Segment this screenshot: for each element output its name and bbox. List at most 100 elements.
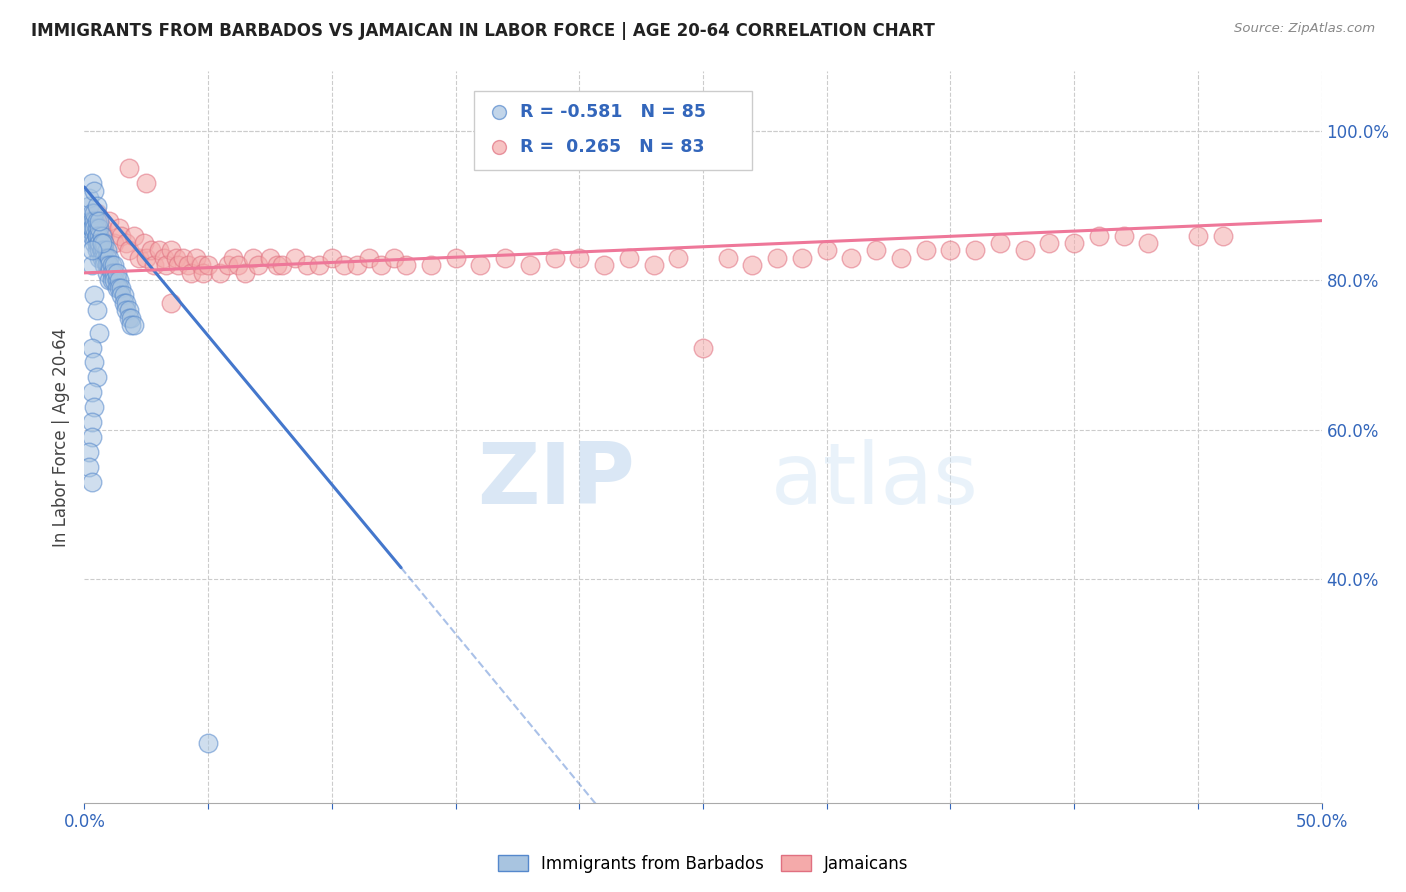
Y-axis label: In Labor Force | Age 20-64: In Labor Force | Age 20-64 [52,327,70,547]
Point [118,303,141,318]
Point [80,206,103,220]
Point [79,191,101,205]
Point [93,259,115,273]
Point [105,266,128,280]
Point [226,259,249,273]
Point [80,213,103,227]
Point [105,281,128,295]
Point [83,228,105,243]
Point [419,259,441,273]
Point [197,736,219,750]
Legend: Immigrants from Barbados, Jamaicans: Immigrants from Barbados, Jamaicans [491,848,915,880]
Point [120,318,142,332]
Point [86,228,108,243]
Point [89,221,111,235]
Point [666,251,689,265]
Point [165,251,187,265]
Point [1187,228,1209,243]
Point [321,251,343,265]
Point [86,244,108,258]
Point [86,235,108,250]
Point [190,259,212,273]
Point [939,244,962,258]
Text: Source: ZipAtlas.com: Source: ZipAtlas.com [1234,22,1375,36]
Point [103,273,125,287]
Text: R = -0.581   N = 85: R = -0.581 N = 85 [520,103,706,120]
Point [90,228,112,243]
Point [98,259,121,273]
Point [180,266,202,280]
Point [118,161,141,176]
Point [357,251,380,265]
Text: atlas: atlas [770,440,979,523]
Point [841,251,863,265]
Point [86,370,108,384]
Point [177,259,200,273]
Point [86,303,108,318]
Point [643,259,665,273]
Point [155,259,177,273]
Point [284,251,307,265]
Point [98,213,121,227]
Point [79,459,101,474]
Point [118,244,141,258]
Point [83,206,105,220]
Point [865,244,887,258]
Text: R =  0.265   N = 83: R = 0.265 N = 83 [520,138,704,156]
Point [105,273,128,287]
Point [86,221,108,235]
Point [89,251,111,265]
Point [890,251,912,265]
Point [370,259,392,273]
Point [90,235,112,250]
Text: ZIP: ZIP [477,440,636,523]
Point [692,341,714,355]
Point [83,355,105,369]
Point [98,251,121,265]
Point [80,221,103,235]
Point [132,235,155,250]
Point [83,184,105,198]
Point [112,295,135,310]
Point [93,235,115,250]
Point [96,259,118,273]
Point [914,244,936,258]
Point [103,235,125,250]
Point [160,244,183,258]
Point [717,251,740,265]
Point [333,259,356,273]
Point [110,228,132,243]
Point [233,266,256,280]
Point [112,288,135,302]
Point [79,213,101,227]
Point [89,235,111,250]
Point [96,251,118,265]
Point [395,259,418,273]
Point [1088,228,1111,243]
Point [80,341,103,355]
Point [470,259,492,273]
Point [346,259,368,273]
Point [1137,235,1160,250]
Point [197,259,219,273]
Point [89,244,111,258]
Point [1014,244,1036,258]
Point [308,259,330,273]
Point [103,259,125,273]
Point [89,213,111,227]
Point [766,251,789,265]
Point [815,244,838,258]
Point [184,251,207,265]
Point [80,385,103,400]
Point [135,251,157,265]
Point [115,235,138,250]
Point [110,288,132,302]
Point [242,251,264,265]
Point [617,251,640,265]
Point [108,273,131,287]
Point [80,244,103,258]
Point [79,199,101,213]
Point [86,228,108,243]
Point [1112,228,1135,243]
Point [86,213,108,227]
